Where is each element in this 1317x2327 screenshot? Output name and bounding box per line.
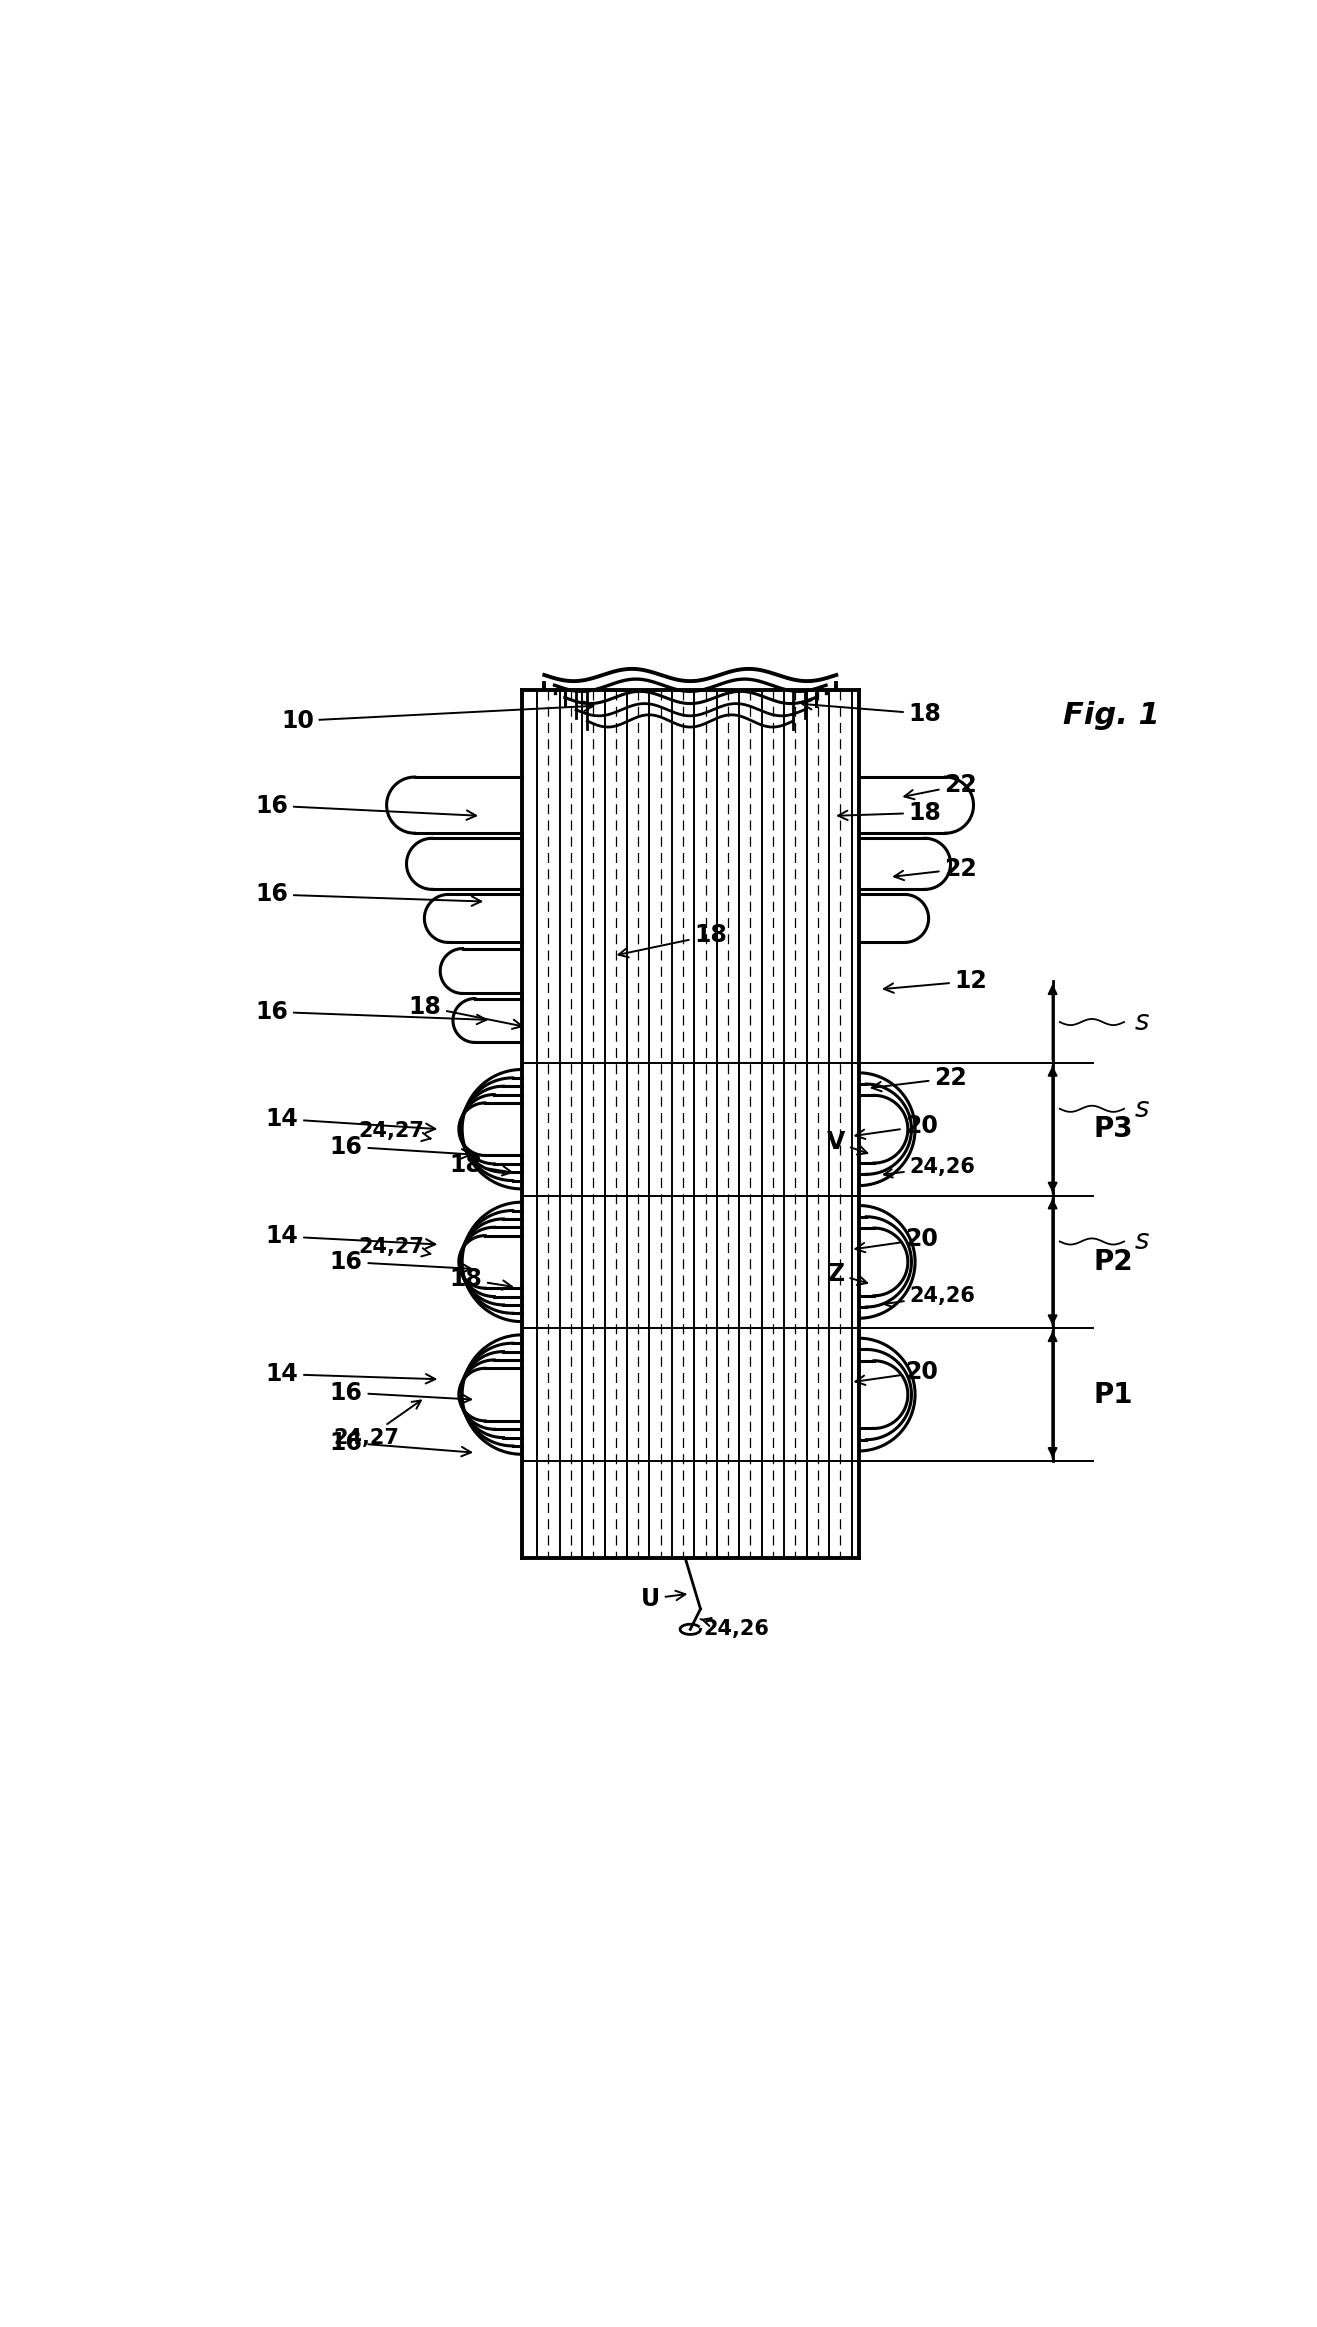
Text: 16: 16 (329, 1250, 471, 1273)
Text: Z: Z (827, 1261, 867, 1287)
Text: V: V (827, 1131, 868, 1154)
Text: 16: 16 (255, 1001, 486, 1024)
Text: 18: 18 (802, 700, 942, 726)
Text: U: U (641, 1587, 685, 1610)
Text: s: s (1134, 1008, 1148, 1036)
Text: 14: 14 (266, 1108, 435, 1133)
Text: P1: P1 (1093, 1380, 1133, 1408)
Text: 10: 10 (281, 703, 594, 733)
Text: 22: 22 (872, 1066, 967, 1091)
Text: 18: 18 (619, 924, 727, 956)
Text: 20: 20 (856, 1359, 939, 1385)
Text: P2: P2 (1093, 1247, 1133, 1275)
Text: 24,26: 24,26 (701, 1617, 769, 1638)
Text: 16: 16 (255, 794, 475, 819)
Text: 24,27: 24,27 (358, 1122, 431, 1140)
Text: 18: 18 (449, 1152, 512, 1177)
Text: 18: 18 (838, 800, 942, 824)
Text: 24,26: 24,26 (884, 1157, 976, 1177)
Text: 20: 20 (856, 1115, 939, 1138)
Text: 18: 18 (408, 994, 522, 1029)
Text: 16: 16 (329, 1136, 471, 1159)
Text: 16: 16 (255, 882, 481, 908)
Text: 22: 22 (905, 773, 977, 798)
Text: 24,26: 24,26 (884, 1285, 976, 1308)
Text: s: s (1134, 1094, 1148, 1124)
Text: 16: 16 (329, 1431, 471, 1457)
Text: P3: P3 (1093, 1115, 1133, 1143)
Text: 12: 12 (884, 970, 988, 994)
Text: 20: 20 (856, 1226, 939, 1252)
Text: 18: 18 (449, 1268, 512, 1291)
Text: 24,27: 24,27 (333, 1401, 421, 1447)
Text: s: s (1134, 1226, 1148, 1257)
Text: 24,27: 24,27 (358, 1236, 431, 1257)
Text: 14: 14 (266, 1224, 435, 1250)
Text: Fig. 1: Fig. 1 (1063, 700, 1159, 731)
Text: 14: 14 (266, 1361, 435, 1387)
Text: 22: 22 (894, 856, 977, 882)
Text: 16: 16 (329, 1380, 471, 1406)
